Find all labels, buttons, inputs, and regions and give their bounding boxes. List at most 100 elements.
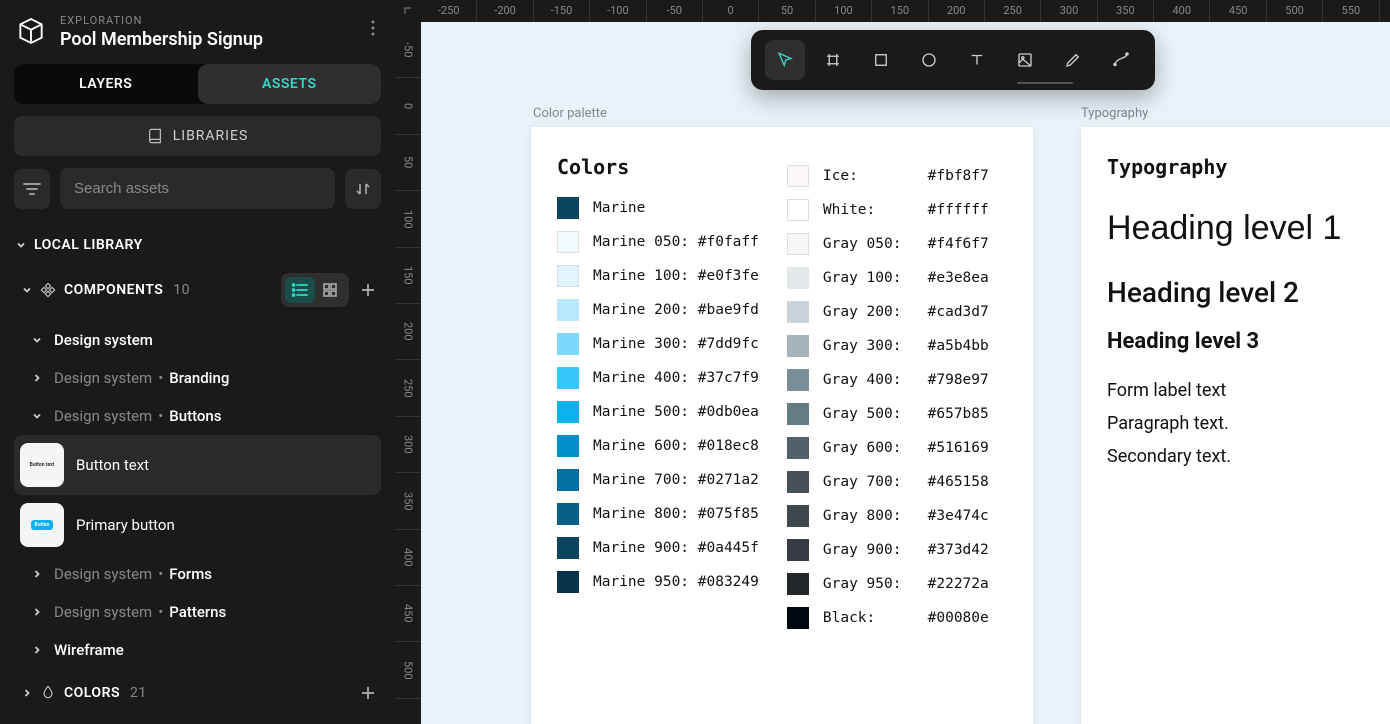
swatch-label: Marine 950: #083249 — [593, 574, 759, 590]
swatch-row: Marine 400: #37c7f9 — [557, 367, 759, 389]
tool-pen[interactable] — [1053, 40, 1093, 80]
components-icon — [40, 282, 56, 298]
horizontal-ruler[interactable]: -250-200-150-100-50050100150200250300350… — [421, 0, 1390, 22]
color-swatch — [787, 403, 809, 425]
swatch-row: Marine 900: #0a445f — [557, 537, 759, 559]
circle-icon — [920, 51, 938, 69]
ruler-tick: -50 — [647, 0, 703, 22]
vertical-ruler[interactable]: -50050100150200250300350400450500 — [395, 22, 421, 724]
color-swatch — [787, 267, 809, 289]
list-view-button[interactable] — [285, 277, 315, 303]
tool-text[interactable] — [957, 40, 997, 80]
color-swatch — [787, 471, 809, 493]
swatch-row: Gray 800: #3e474c — [787, 505, 989, 527]
view-toggle — [281, 273, 349, 307]
swatch-label: Gray 600: #516169 — [823, 440, 989, 456]
tree-branding[interactable]: Design system • Branding — [14, 359, 381, 397]
swatch-row: Gray 700: #465158 — [787, 471, 989, 493]
text-icon — [968, 51, 986, 69]
ruler-tick: 50 — [759, 0, 815, 22]
chevron-down-icon — [32, 411, 44, 421]
tool-curve[interactable] — [1101, 40, 1141, 80]
color-swatch — [787, 233, 809, 255]
artboard-typography[interactable]: Typography Heading level 1 Heading level… — [1081, 127, 1390, 724]
filter-button[interactable] — [14, 169, 50, 209]
swatch-label: Marine 050: #f0faff — [593, 234, 759, 250]
sort-button[interactable] — [345, 169, 381, 209]
swatch-label: Gray 700: #465158 — [823, 474, 989, 490]
form-label-text: Form label text — [1107, 380, 1390, 401]
libraries-button[interactable]: LIBRARIES — [14, 116, 381, 156]
swatch-label: Black: #00080e — [823, 610, 989, 626]
ruler-tick: 100 — [816, 0, 872, 22]
ruler-tick: 450 — [395, 586, 421, 642]
local-library-header[interactable]: LOCAL LIBRARY — [14, 227, 381, 263]
tab-assets[interactable]: ASSETS — [198, 64, 382, 104]
swatch-label: Gray 950: #22272a — [823, 576, 989, 592]
tree-patterns[interactable]: Design system • Patterns — [14, 593, 381, 631]
component-button-text[interactable]: Button text Button text — [14, 435, 381, 495]
swatch-label: Gray 100: #e3e8ea — [823, 270, 989, 286]
tab-layers[interactable]: LAYERS — [14, 64, 198, 104]
components-header[interactable]: COMPONENTS 10 — [14, 263, 381, 317]
tool-rectangle[interactable] — [861, 40, 901, 80]
swatch-label: Marine 200: #bae9fd — [593, 302, 759, 318]
ruler-corner[interactable] — [395, 0, 421, 22]
tool-image[interactable] — [1005, 40, 1045, 80]
tree-label: Buttons — [169, 407, 221, 425]
canvas[interactable]: Color palette Typography Colors MarineMa… — [421, 22, 1390, 724]
ruler-tick: 250 — [985, 0, 1041, 22]
color-swatch — [557, 333, 579, 355]
swatch-row: Gray 500: #657b85 — [787, 403, 989, 425]
plus-icon — [361, 283, 375, 297]
frame-label-typography[interactable]: Typography — [1081, 106, 1148, 121]
ruler-tick: 400 — [1154, 0, 1210, 22]
color-swatch — [557, 367, 579, 389]
search-input[interactable] — [60, 168, 335, 209]
add-color-button[interactable] — [357, 682, 379, 704]
swatch-label: Marine 300: #7dd9fc — [593, 336, 759, 352]
tree-design-system[interactable]: Design system — [14, 321, 381, 359]
project-section-label: EXPLORATION — [60, 14, 353, 27]
project-header: EXPLORATION Pool Membership Signup — [14, 14, 381, 50]
artboard-colors[interactable]: Colors MarineMarine 050: #f0faffMarine 1… — [531, 127, 1033, 724]
canvas-toolbar — [751, 30, 1155, 90]
swatch-label: Marine 900: #0a445f — [593, 540, 759, 556]
tool-pointer[interactable] — [765, 40, 805, 80]
swatch-row: Gray 200: #cad3d7 — [787, 301, 989, 323]
swatch-row: Marine 200: #bae9fd — [557, 299, 759, 321]
tree-buttons[interactable]: Design system • Buttons — [14, 397, 381, 435]
add-component-button[interactable] — [357, 279, 379, 301]
ruler-tick: 150 — [872, 0, 928, 22]
tree-label: Forms — [169, 565, 212, 583]
chevron-down-icon — [22, 285, 32, 295]
swatch-label: Marine 600: #018ec8 — [593, 438, 759, 454]
grid-view-button[interactable] — [315, 277, 345, 303]
color-swatch — [787, 165, 809, 187]
swatch-row: Marine 500: #0db0ea — [557, 401, 759, 423]
tree-sep: • — [158, 369, 163, 387]
color-swatch — [557, 197, 579, 219]
chevron-right-icon — [22, 688, 32, 698]
frame-label-colors[interactable]: Color palette — [533, 106, 607, 121]
swatch-row: Marine 700: #0271a2 — [557, 469, 759, 491]
tool-ellipse[interactable] — [909, 40, 949, 80]
tree-wireframe[interactable]: Wireframe — [14, 631, 381, 669]
colors-label: COLORS — [64, 685, 120, 701]
component-primary-button[interactable]: Button Primary button — [14, 495, 381, 555]
ruler-tick: 400 — [395, 530, 421, 586]
tree-label: Design system — [54, 331, 153, 349]
color-swatch — [557, 299, 579, 321]
swatch-row: Gray 300: #a5b4bb — [787, 335, 989, 357]
ruler-tick: 200 — [395, 304, 421, 360]
swatch-row: Marine 100: #e0f3fe — [557, 265, 759, 287]
project-menu-button[interactable] — [365, 14, 381, 42]
swatch-row: Marine 950: #083249 — [557, 571, 759, 593]
colors-header[interactable]: COLORS 21 — [14, 672, 381, 714]
tool-frame[interactable] — [813, 40, 853, 80]
swatch-row: Gray 600: #516169 — [787, 437, 989, 459]
swatch-label: Marine 700: #0271a2 — [593, 472, 759, 488]
color-swatch — [557, 503, 579, 525]
list-icon — [292, 283, 308, 297]
tree-forms[interactable]: Design system • Forms — [14, 555, 381, 593]
